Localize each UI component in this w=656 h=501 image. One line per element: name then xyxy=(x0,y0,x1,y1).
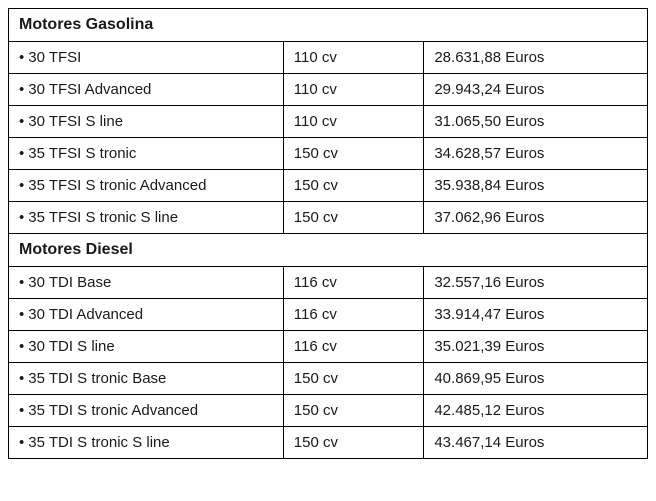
power-cell: 150 cv xyxy=(283,170,424,202)
model-text: 30 TFSI S line xyxy=(28,113,123,130)
power-cell: 150 cv xyxy=(283,202,424,234)
table-row: •30 TFSI 110 cv 28.631,88 Euros xyxy=(9,42,648,74)
model-cell: •35 TDI S tronic S line xyxy=(9,427,284,459)
model-text: 35 TDI S tronic Base xyxy=(28,370,166,387)
price-cell: 31.065,50 Euros xyxy=(424,106,648,138)
bullet-icon: • xyxy=(19,49,24,66)
bullet-icon: • xyxy=(19,113,24,130)
bullet-icon: • xyxy=(19,434,24,451)
table-row: •30 TFSI S line 110 cv 31.065,50 Euros xyxy=(9,106,648,138)
pricing-table: Motores Gasolina •30 TFSI 110 cv 28.631,… xyxy=(8,8,648,459)
power-cell: 110 cv xyxy=(283,42,424,74)
price-cell: 43.467,14 Euros xyxy=(424,427,648,459)
model-cell: •35 TFSI S tronic xyxy=(9,138,284,170)
model-cell: •35 TDI S tronic Advanced xyxy=(9,395,284,427)
model-text: 35 TDI S tronic S line xyxy=(28,434,169,451)
bullet-icon: • xyxy=(19,209,24,226)
table-row: •30 TDI S line 116 cv 35.021,39 Euros xyxy=(9,331,648,363)
table-row: •35 TDI S tronic S line 150 cv 43.467,14… xyxy=(9,427,648,459)
bullet-icon: • xyxy=(19,306,24,323)
price-cell: 29.943,24 Euros xyxy=(424,74,648,106)
price-cell: 40.869,95 Euros xyxy=(424,363,648,395)
section-title: Motores Diesel xyxy=(9,234,648,267)
model-text: 35 TFSI S tronic Advanced xyxy=(28,177,206,194)
model-text: 30 TDI Base xyxy=(28,274,111,291)
price-cell: 42.485,12 Euros xyxy=(424,395,648,427)
price-cell: 32.557,16 Euros xyxy=(424,267,648,299)
power-cell: 116 cv xyxy=(283,331,424,363)
table-row: •35 TFSI S tronic S line 150 cv 37.062,9… xyxy=(9,202,648,234)
model-cell: •35 TDI S tronic Base xyxy=(9,363,284,395)
bullet-icon: • xyxy=(19,338,24,355)
model-text: 30 TDI S line xyxy=(28,338,114,355)
model-text: 30 TFSI xyxy=(28,49,81,66)
table-row: •30 TFSI Advanced 110 cv 29.943,24 Euros xyxy=(9,74,648,106)
model-text: 35 TDI S tronic Advanced xyxy=(28,402,198,419)
bullet-icon: • xyxy=(19,177,24,194)
power-cell: 116 cv xyxy=(283,267,424,299)
section-header: Motores Gasolina xyxy=(9,9,648,42)
table-row: •35 TDI S tronic Base 150 cv 40.869,95 E… xyxy=(9,363,648,395)
bullet-icon: • xyxy=(19,274,24,291)
price-cell: 35.938,84 Euros xyxy=(424,170,648,202)
model-cell: •30 TFSI Advanced xyxy=(9,74,284,106)
model-text: 35 TFSI S tronic xyxy=(28,145,136,162)
price-cell: 28.631,88 Euros xyxy=(424,42,648,74)
section-header: Motores Diesel xyxy=(9,234,648,267)
price-cell: 33.914,47 Euros xyxy=(424,299,648,331)
model-cell: •30 TDI S line xyxy=(9,331,284,363)
model-cell: •30 TDI Advanced xyxy=(9,299,284,331)
power-cell: 110 cv xyxy=(283,74,424,106)
bullet-icon: • xyxy=(19,81,24,98)
price-cell: 34.628,57 Euros xyxy=(424,138,648,170)
model-cell: •35 TFSI S tronic S line xyxy=(9,202,284,234)
model-text: 30 TFSI Advanced xyxy=(28,81,151,98)
power-cell: 116 cv xyxy=(283,299,424,331)
bullet-icon: • xyxy=(19,145,24,162)
table-row: •30 TDI Advanced 116 cv 33.914,47 Euros xyxy=(9,299,648,331)
table-row: •35 TDI S tronic Advanced 150 cv 42.485,… xyxy=(9,395,648,427)
power-cell: 150 cv xyxy=(283,363,424,395)
model-text: 30 TDI Advanced xyxy=(28,306,143,323)
model-cell: •35 TFSI S tronic Advanced xyxy=(9,170,284,202)
section-title: Motores Gasolina xyxy=(9,9,648,42)
power-cell: 150 cv xyxy=(283,138,424,170)
table-body: Motores Gasolina •30 TFSI 110 cv 28.631,… xyxy=(9,9,648,459)
model-cell: •30 TFSI S line xyxy=(9,106,284,138)
table-row: •30 TDI Base 116 cv 32.557,16 Euros xyxy=(9,267,648,299)
table-row: •35 TFSI S tronic 150 cv 34.628,57 Euros xyxy=(9,138,648,170)
model-cell: •30 TFSI xyxy=(9,42,284,74)
price-cell: 37.062,96 Euros xyxy=(424,202,648,234)
model-cell: •30 TDI Base xyxy=(9,267,284,299)
bullet-icon: • xyxy=(19,402,24,419)
power-cell: 110 cv xyxy=(283,106,424,138)
model-text: 35 TFSI S tronic S line xyxy=(28,209,178,226)
power-cell: 150 cv xyxy=(283,427,424,459)
power-cell: 150 cv xyxy=(283,395,424,427)
price-cell: 35.021,39 Euros xyxy=(424,331,648,363)
bullet-icon: • xyxy=(19,370,24,387)
table-row: •35 TFSI S tronic Advanced 150 cv 35.938… xyxy=(9,170,648,202)
